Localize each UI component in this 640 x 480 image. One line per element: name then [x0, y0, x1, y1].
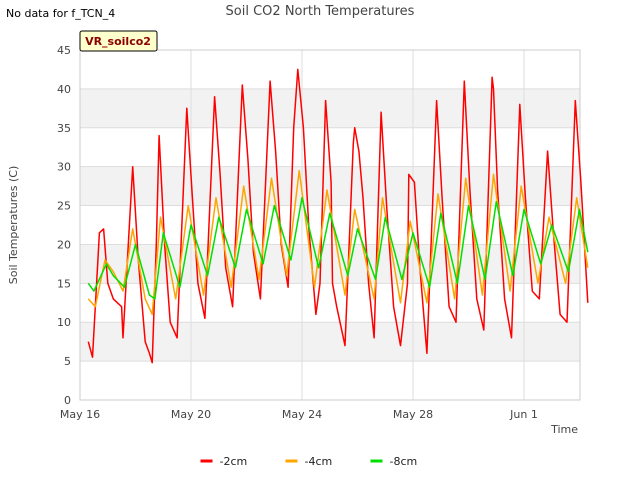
- series-layer: [87, 68, 589, 364]
- x-tick-label: May 24: [282, 408, 322, 421]
- y-tick-label: 35: [57, 122, 71, 135]
- x-tick-label: Jun 1: [509, 408, 538, 421]
- y-tick-label: 5: [64, 355, 71, 368]
- y-axis-label: Soil Temperatures (C): [7, 166, 20, 285]
- legend: -2cm -4cm -8cm: [200, 455, 418, 468]
- x-tick-label: May 16: [60, 408, 100, 421]
- y-tick-label: 10: [57, 316, 71, 329]
- x-tick-label: May 20: [171, 408, 211, 421]
- badge-label: VR_soilco2: [85, 35, 151, 48]
- y-tick-label: 45: [57, 44, 71, 57]
- legend-label: -8cm: [390, 455, 418, 468]
- badge: VR_soilco2: [79, 30, 158, 52]
- grid-band: [80, 88, 580, 128]
- y-tick-label: 25: [57, 200, 71, 213]
- x-tick-label: May 28: [393, 408, 433, 421]
- no-data-note: No data for f_TCN_4: [6, 7, 116, 20]
- series-line--4cm: [87, 169, 589, 316]
- y-tick-label: 30: [57, 161, 71, 174]
- x-axis-ticks: May 16 May 20 May 24 May 28 Jun 1: [60, 408, 538, 421]
- series-line--2cm: [87, 68, 589, 364]
- plot-border: [79, 49, 581, 401]
- x-axis-label: Time: [550, 423, 578, 436]
- y-tick-label: 0: [64, 394, 71, 407]
- y-axis-ticks: 0 5 10 15 20 25 30 35 40 45: [57, 44, 71, 407]
- badge-box: [79, 30, 158, 52]
- chart-title: Soil CO2 North Temperatures: [226, 4, 415, 19]
- legend-label: -2cm: [220, 455, 248, 468]
- background-bands: [80, 88, 580, 362]
- grid-band: [80, 244, 580, 284]
- grid-band: [80, 322, 580, 362]
- y-tick-label: 20: [57, 238, 71, 251]
- series-line--8cm: [87, 197, 589, 300]
- y-tick-label: 40: [57, 83, 71, 96]
- y-tick-label: 15: [57, 277, 71, 290]
- legend-label: -4cm: [305, 455, 333, 468]
